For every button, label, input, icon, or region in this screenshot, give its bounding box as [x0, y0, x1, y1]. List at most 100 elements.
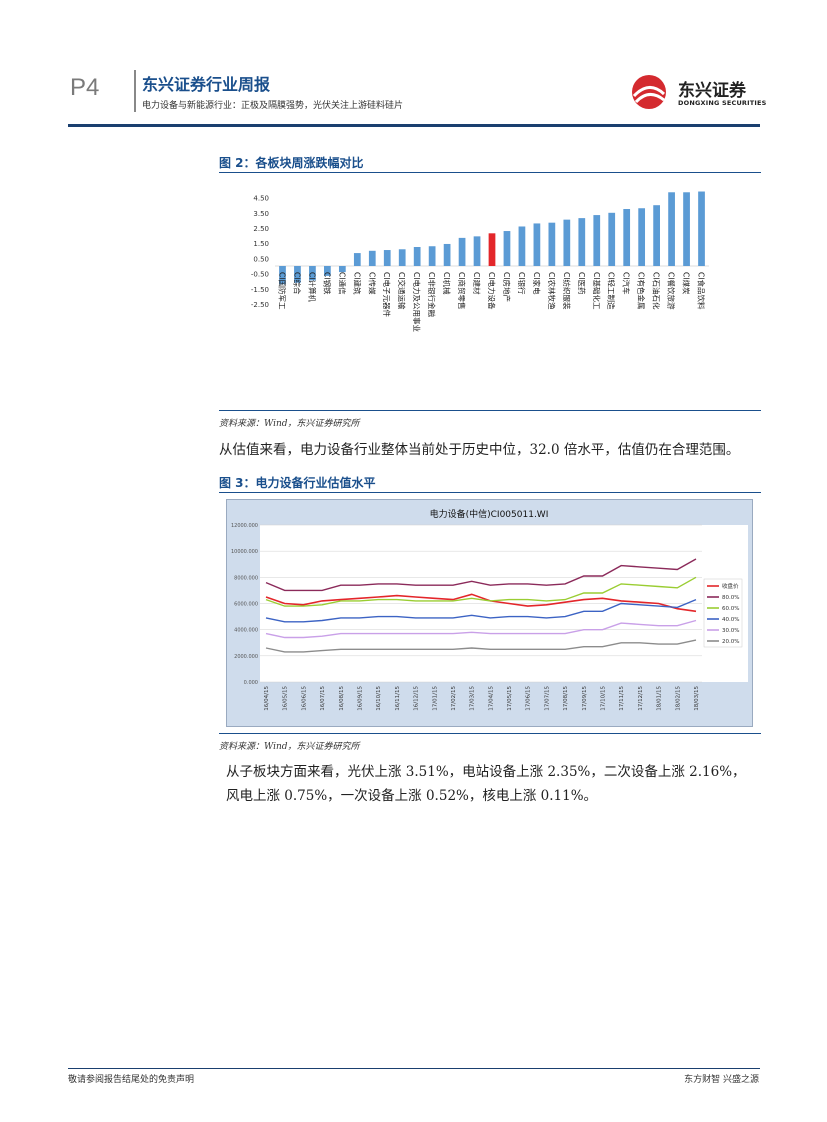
bar-23 [623, 209, 631, 266]
line-xtick-label: 18/03/15 [694, 686, 700, 711]
bar-category-label: CI建筑 [352, 272, 362, 295]
line-ytick-label: 2000.000 [234, 654, 258, 660]
bar-category-label: CI电力及公用事业 [412, 272, 422, 332]
line-xtick-label: 16/10/15 [376, 686, 382, 711]
figure3-top-rule [219, 492, 761, 493]
legend-label-2: 60.0% [722, 606, 739, 612]
bar-category-label: CI石油石化 [652, 272, 662, 310]
line-ytick-label: 0.000 [244, 680, 258, 686]
bar-9 [413, 247, 421, 266]
bar-category-label: CI通信 [337, 272, 347, 295]
bar-26 [668, 192, 675, 266]
header-rule [68, 124, 760, 127]
legend-label-4: 30.0% [722, 628, 739, 634]
bar-5 [353, 253, 361, 266]
bar-category-label: CI建材 [472, 272, 482, 295]
bar-ytick-label: 2.50 [253, 225, 269, 233]
legend-label-0: 收盘价 [722, 582, 739, 590]
line-legend-box [703, 578, 743, 648]
bar-category-label: CI传媒 [367, 272, 377, 295]
bar-27 [683, 192, 690, 266]
line-xtick-label: 16/08/15 [339, 686, 345, 711]
line-xtick-label: 17/11/15 [619, 686, 625, 711]
figure2-title: 图 2：各板块周涨跌幅对比 [219, 156, 364, 170]
bar-category-label: CI汽车 [622, 272, 632, 295]
bar-ytick-label: 1.50 [253, 240, 269, 248]
bar-ytick-label: 3.50 [253, 210, 269, 218]
bar-category-label: CI餐饮旅游 [667, 272, 677, 310]
valuation-paragraph: 从估值来看，电力设备行业整体当前处于历史中位，32.0 倍水平，估值仍在合理范围… [219, 442, 740, 458]
company-logo [628, 72, 672, 112]
line-xtick-label: 17/05/15 [507, 686, 513, 711]
logo-text-en: DONGXING SECURITIES [678, 99, 767, 107]
bar-category-label: CI银行 [517, 272, 527, 295]
line-xtick-label: 16/06/15 [301, 686, 307, 711]
line-ytick-label: 12000.000 [231, 523, 258, 529]
figure3-title: 图 3：电力设备行业估值水平 [219, 476, 376, 490]
bar-category-label: CI综合 [292, 272, 302, 295]
line-xtick-label: 17/08/15 [563, 686, 569, 711]
line-series-4 [265, 619, 697, 639]
bar-category-label: CI交通运输 [397, 272, 407, 310]
bar-0 [279, 266, 286, 285]
line-series-3 [265, 598, 697, 623]
subsector-paragraph-line1: 从子板块方面来看，光伏上涨 3.51%，电站设备上涨 2.35%，二次设备上涨 … [226, 764, 746, 780]
bar-ytick-label: -2.50 [251, 301, 269, 309]
figure2-top-rule [219, 172, 761, 173]
bar-category-label: CI基础化工 [592, 272, 602, 310]
line-xtick-label: 17/03/15 [470, 686, 476, 711]
line-xtick-label: 17/07/15 [544, 686, 550, 711]
bar-2 [309, 266, 316, 281]
bar-category-label: CI国防军工 [277, 272, 287, 310]
line-ytick-label: 4000.000 [234, 628, 258, 634]
bar-category-label: CI轻工制造 [607, 272, 617, 310]
header-divider [134, 70, 136, 112]
subsector-paragraph-line2: 风电上涨 0.75%，一次设备上涨 0.52%，核电上涨 0.11%。 [226, 788, 598, 804]
bar-7 [383, 250, 391, 266]
bar-20 [578, 218, 586, 266]
bar-3 [324, 266, 331, 276]
line-xtick-label: 16/12/15 [414, 686, 420, 711]
bar-ytick-label: 4.50 [253, 195, 269, 203]
line-xtick-label: 17/06/15 [526, 686, 532, 711]
footer-slogan: 东方财智 兴盛之源 [684, 1075, 759, 1085]
report-series-title: 东兴证券行业周报 [142, 75, 271, 94]
line-xtick-label: 17/12/15 [638, 686, 644, 711]
bar-4 [338, 266, 346, 273]
line-xtick-label: 17/09/15 [582, 686, 588, 711]
bar-category-label: CI纺织服装 [562, 272, 572, 310]
bar-ytick-label: 0.50 [253, 255, 269, 263]
bar-22 [608, 212, 616, 266]
bar-category-label: CI家电 [532, 272, 542, 295]
logo-emblem-icon [632, 75, 666, 109]
line-xtick-label: 16/09/15 [357, 686, 363, 711]
line-series-2 [265, 576, 697, 607]
bar-18 [548, 222, 556, 266]
bar-category-label: CI电力设备 [487, 272, 497, 310]
figure2-bottom-rule [219, 410, 761, 411]
bar-17 [533, 223, 541, 266]
line-chart-title: 电力设备(中信)CI005011.WI [430, 508, 549, 520]
bar-10 [428, 246, 436, 266]
bar-category-label: CI医药 [577, 272, 587, 295]
figure3-source: 资料来源：Wind，东兴证券研究所 [219, 742, 360, 752]
footer-rule [68, 1068, 760, 1069]
bar-category-label: CI农林牧渔 [547, 272, 557, 310]
bar-21 [593, 215, 601, 266]
bar-category-label: CI房地产 [502, 272, 512, 302]
bar-12 [458, 237, 466, 266]
bar-category-label: CI煤炭 [682, 272, 692, 295]
legend-label-3: 40.0% [722, 617, 739, 623]
bar-category-label: CI食品饮料 [697, 272, 707, 310]
bar-25 [653, 205, 660, 266]
line-series-1 [265, 558, 697, 592]
line-xtick-label: 16/11/15 [395, 686, 401, 711]
figure2-source: 资料来源：Wind，东兴证券研究所 [219, 419, 360, 429]
bar-category-label: CI非银行金融 [427, 272, 437, 317]
legend-label-1: 80.0% [722, 595, 739, 601]
line-xtick-label: 17/01/15 [432, 686, 438, 711]
page-number: P4 [70, 74, 100, 101]
bar-19 [563, 219, 571, 266]
line-series-5 [265, 639, 697, 653]
bar-1 [294, 266, 301, 283]
